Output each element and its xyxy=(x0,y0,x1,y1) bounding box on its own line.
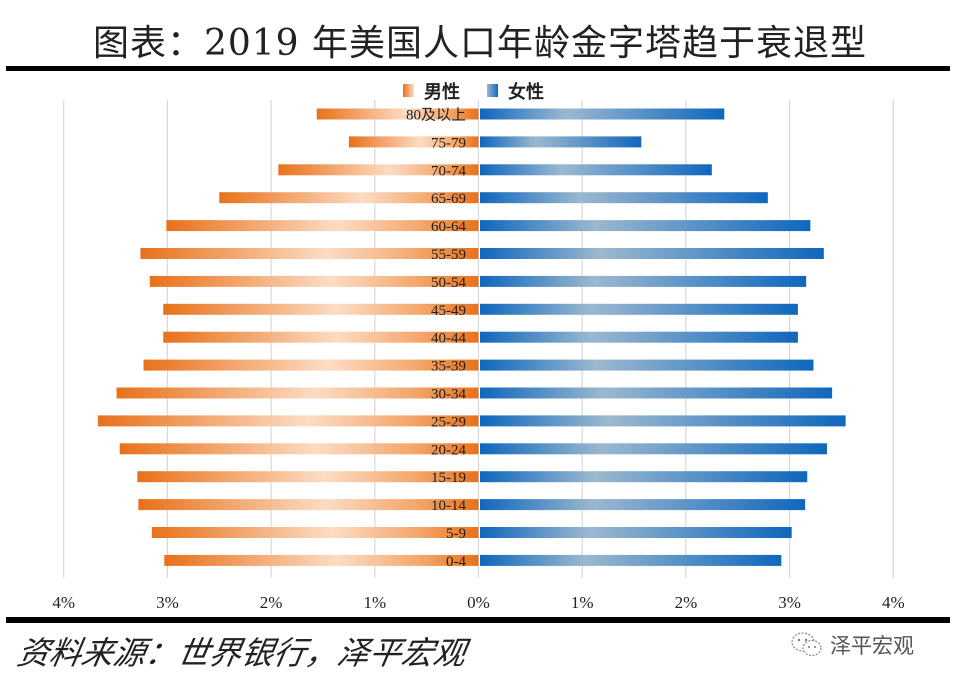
legend: 男性 女性 xyxy=(403,81,544,103)
bar-male-55-59 xyxy=(140,248,479,259)
bar-male-0-4 xyxy=(164,554,479,566)
x-tick-label: 2% xyxy=(260,593,283,612)
age-group-label: 65-69 xyxy=(431,191,466,207)
bar-male-20-24 xyxy=(119,443,479,455)
bar-male-40-44 xyxy=(163,331,479,343)
age-group-label: 60-64 xyxy=(431,219,466,235)
x-tick-label: 4% xyxy=(52,593,75,612)
bar-female-45-49 xyxy=(480,303,798,315)
bar-male-30-34 xyxy=(116,387,479,399)
age-group-label: 75-79 xyxy=(431,135,466,151)
bar-female-70-74 xyxy=(480,164,712,176)
age-group-label: 50-54 xyxy=(431,275,466,291)
x-tick-label: 0% xyxy=(467,593,490,612)
x-axis-ticks: 4% 3% 2% 1% 0% 1% 2% 3% 4% xyxy=(52,593,904,612)
chart-title: 图表：2019 年美国人口年龄金字塔趋于衰退型 xyxy=(92,23,868,64)
bar-male-5-9 xyxy=(151,527,479,538)
bar-female-60-64 xyxy=(480,220,811,232)
bar-male-35-39 xyxy=(143,359,479,371)
x-tick-label: 1% xyxy=(571,593,594,612)
x-tick-label: 1% xyxy=(363,593,386,612)
age-group-label: 25-29 xyxy=(431,414,466,430)
x-tick-label: 3% xyxy=(778,593,801,612)
age-group-label: 80及以上 xyxy=(406,107,466,124)
bar-female-50-54 xyxy=(480,275,807,287)
legend-swatch-male xyxy=(403,84,414,97)
bar-male-25-29 xyxy=(97,415,479,427)
x-tick-label: 2% xyxy=(675,593,698,612)
source-note: 资料来源：世界银行，泽平宏观 xyxy=(14,634,470,672)
bar-male-75-79 xyxy=(348,136,479,148)
legend-label-male: 男性 xyxy=(424,81,460,103)
age-group-label: 35-39 xyxy=(431,359,466,375)
bar-female-75-79 xyxy=(480,136,642,148)
bar-male-15-19 xyxy=(137,471,479,483)
age-group-label: 15-19 xyxy=(431,470,466,486)
age-group-label: 55-59 xyxy=(431,247,466,263)
x-tick-label: 3% xyxy=(156,593,179,612)
bar-female-55-59 xyxy=(480,248,824,259)
wechat-icon xyxy=(790,631,824,659)
bar-female-15-19 xyxy=(480,471,808,483)
bar-male-70-74 xyxy=(278,164,479,176)
bar-male-80及以上 xyxy=(316,108,479,120)
bar-male-60-64 xyxy=(166,220,479,232)
bar-male-65-69 xyxy=(219,192,479,204)
bar-female-5-9 xyxy=(480,527,792,538)
age-group-label: 70-74 xyxy=(431,163,466,179)
bar-female-20-24 xyxy=(480,443,827,455)
bar-female-0-4 xyxy=(480,554,782,566)
bar-female-80及以上 xyxy=(480,108,725,120)
age-labels: 80及以上 75-79 70-74 65-69 60-64 55-59 50-54 45-49… xyxy=(406,107,467,570)
age-group-label: 5-9 xyxy=(446,526,466,542)
bar-female-10-14 xyxy=(480,499,806,511)
age-group-label: 20-24 xyxy=(431,442,466,458)
bars xyxy=(97,108,846,566)
top-rule xyxy=(6,66,950,71)
watermark-text: 泽平宏观 xyxy=(830,634,914,658)
age-group-label: 30-34 xyxy=(431,387,466,403)
legend-label-female: 女性 xyxy=(508,81,544,103)
age-group-label: 10-14 xyxy=(431,498,466,514)
bar-male-45-49 xyxy=(163,303,479,315)
bar-male-10-14 xyxy=(138,499,479,511)
bar-male-50-54 xyxy=(149,275,479,287)
bar-female-25-29 xyxy=(480,415,846,427)
bar-female-35-39 xyxy=(480,359,814,371)
bar-female-40-44 xyxy=(480,331,798,343)
watermark: 泽平宏观 xyxy=(790,630,914,660)
bar-female-30-34 xyxy=(480,387,833,399)
x-tick-label: 4% xyxy=(882,593,905,612)
age-group-label: 40-44 xyxy=(431,331,466,347)
age-group-label: 45-49 xyxy=(431,303,466,319)
age-group-label: 0-4 xyxy=(446,554,466,570)
bar-female-65-69 xyxy=(480,192,768,204)
bottom-rule xyxy=(6,617,950,623)
legend-swatch-female xyxy=(487,84,498,97)
